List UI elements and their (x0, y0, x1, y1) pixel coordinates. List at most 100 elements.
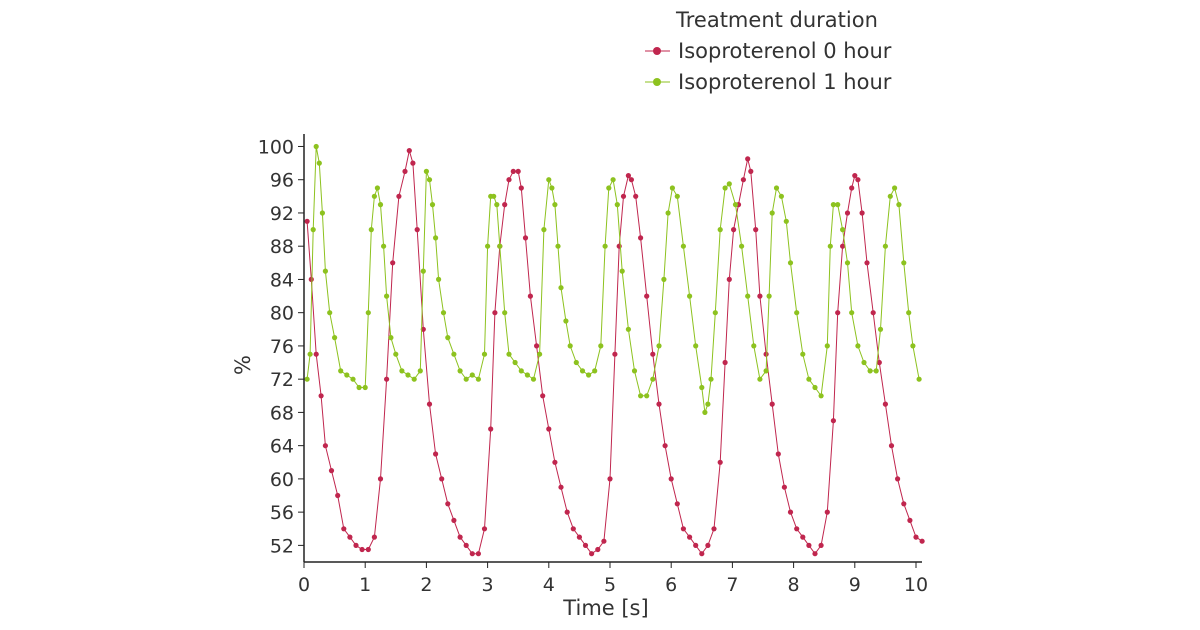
data-point (913, 534, 919, 540)
data-point (549, 185, 555, 191)
data-point (406, 148, 412, 154)
data-point (732, 202, 739, 208)
data-point (537, 351, 543, 357)
data-point (488, 426, 494, 432)
data-point (702, 409, 708, 415)
data-point (307, 351, 313, 357)
data-point (402, 168, 408, 174)
data-point (310, 227, 316, 233)
data-point (824, 509, 830, 515)
data-point (322, 268, 328, 274)
data-point (840, 243, 846, 249)
data-point (612, 351, 618, 357)
data-point (644, 393, 650, 399)
data-point (628, 177, 635, 183)
data-point (812, 551, 818, 557)
data-point (534, 343, 540, 349)
data-point (638, 393, 644, 399)
data-point (855, 343, 861, 349)
y-tick-label: 72 (270, 369, 294, 391)
data-point (582, 542, 589, 549)
data-point (341, 526, 347, 532)
data-point (668, 476, 674, 482)
data-point (469, 551, 475, 557)
data-point (669, 185, 676, 191)
data-point (877, 326, 884, 332)
data-point (849, 310, 855, 316)
data-point (530, 376, 537, 382)
data-point (405, 372, 411, 378)
data-point (335, 492, 341, 499)
data-point (429, 202, 436, 208)
y-tick-label: 100 (258, 136, 294, 158)
data-point (855, 177, 861, 183)
data-point (859, 210, 865, 216)
data-point (558, 285, 564, 291)
data-point (753, 227, 759, 233)
data-point (457, 534, 463, 540)
data-point (919, 538, 925, 544)
data-point (374, 185, 380, 191)
data-point (824, 343, 830, 349)
data-point (371, 193, 377, 199)
data-point (650, 376, 656, 382)
data-point (602, 243, 608, 249)
data-point (717, 459, 723, 465)
data-point (327, 310, 333, 316)
data-point (705, 401, 711, 407)
data-point (350, 376, 356, 382)
series-0 (304, 148, 925, 557)
data-point (656, 343, 662, 349)
data-point (436, 276, 442, 282)
data-point (631, 368, 638, 374)
data-point (705, 542, 711, 549)
data-point (552, 202, 558, 208)
x-tick-label: 4 (543, 574, 555, 596)
data-point (365, 546, 371, 553)
data-point (439, 476, 445, 482)
data-point (540, 393, 546, 399)
data-point (712, 310, 718, 316)
data-point (876, 359, 882, 366)
data-point (308, 276, 314, 282)
data-point (518, 185, 524, 191)
data-point (910, 343, 916, 349)
data-point (687, 534, 693, 540)
y-tick-label: 68 (270, 402, 294, 424)
data-point (527, 293, 534, 299)
data-point (830, 202, 837, 208)
data-point (818, 393, 824, 399)
data-point (589, 551, 595, 557)
data-point (650, 351, 656, 357)
data-point (812, 384, 818, 391)
y-tick-label: 56 (270, 502, 294, 524)
data-point (304, 376, 310, 382)
data-point (867, 368, 873, 374)
data-point (510, 168, 516, 174)
data-point (806, 542, 812, 549)
data-point (475, 551, 481, 557)
data-point (399, 368, 405, 374)
data-point (304, 218, 310, 224)
data-point (638, 235, 644, 241)
data-point (377, 476, 384, 482)
data-point (722, 359, 728, 366)
data-point (699, 384, 705, 391)
series-1 (304, 143, 922, 415)
data-point (322, 443, 328, 449)
data-point (371, 534, 377, 540)
data-point (319, 210, 325, 216)
data-point (852, 173, 858, 179)
data-point (579, 368, 586, 374)
data-point (726, 276, 732, 282)
data-point (693, 343, 699, 349)
data-point (475, 376, 481, 382)
data-point (316, 160, 322, 166)
data-point (563, 318, 569, 324)
data-point (844, 210, 851, 216)
data-point (644, 293, 650, 299)
data-point (769, 401, 775, 407)
data-point (806, 376, 812, 382)
y-axis-label: % (231, 355, 255, 375)
data-point (731, 227, 737, 233)
